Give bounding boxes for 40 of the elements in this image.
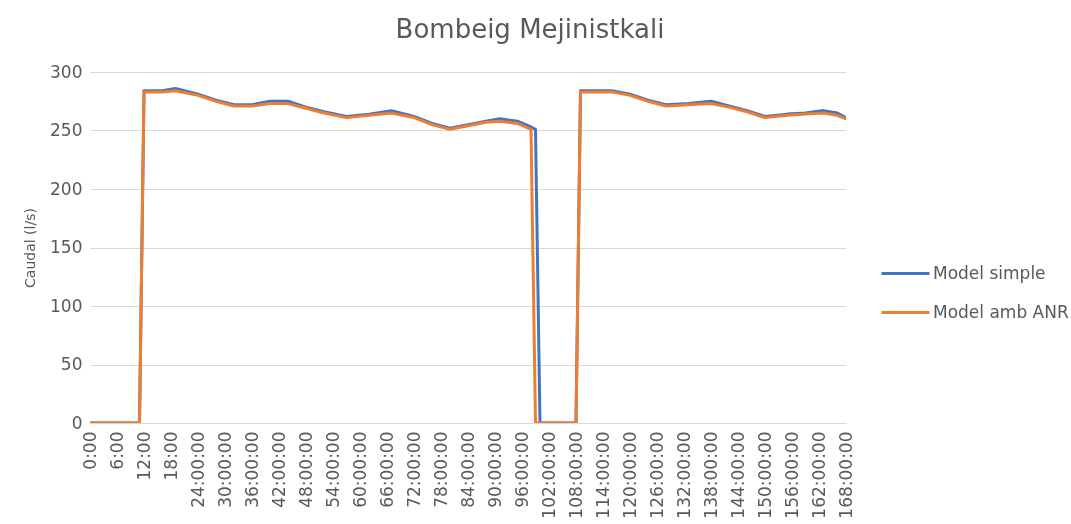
x-tick-label: 108:00:00	[565, 431, 586, 519]
x-tick-label: 12:00	[133, 431, 154, 481]
x-tick-label: 120:00:00	[619, 431, 640, 519]
x-tick-label: 144:00:00	[727, 431, 748, 519]
x-tick-label: 150:00:00	[754, 431, 775, 519]
x-tick-label: 66:00:00	[376, 431, 397, 508]
x-tick-label: 60:00:00	[349, 431, 370, 508]
x-tick-label: 84:00:00	[457, 431, 478, 508]
legend-label: Model simple	[933, 262, 1046, 283]
x-tick-label: 42:00:00	[268, 431, 289, 508]
x-tick-label: 156:00:00	[781, 431, 802, 519]
x-tick-label: 126:00:00	[646, 431, 667, 519]
x-tick-label: 132:00:00	[673, 431, 694, 519]
x-tick-label: 36:00:00	[241, 431, 262, 508]
y-tick-label: 50	[60, 354, 83, 374]
x-tick-label: 72:00:00	[403, 431, 424, 508]
x-tick-label: 24:00:00	[187, 431, 208, 508]
legend-label: Model amb ANR	[933, 301, 1069, 322]
x-tick-label: 78:00:00	[430, 431, 451, 508]
y-tick-label: 200	[50, 178, 83, 199]
x-tick-label: 138:00:00	[700, 431, 721, 519]
x-tick-label: 168:00:00	[835, 431, 856, 519]
y-tick-label: 250	[50, 120, 83, 140]
x-tick-label: 162:00:00	[808, 431, 829, 519]
x-tick-label: 0:00	[79, 431, 100, 470]
y-tick-label: 300	[50, 61, 83, 82]
x-tick-label: 18:00	[160, 431, 181, 481]
x-tick-label: 30:00:00	[214, 431, 235, 508]
y-tick-label: 100	[50, 295, 83, 316]
x-tick-label: 48:00:00	[295, 431, 316, 508]
x-tick-label: 114:00:00	[592, 431, 613, 519]
x-tick-label: 96:00:00	[511, 431, 532, 508]
y-axis-title: Caudal (l/s)	[22, 208, 39, 288]
x-tick-label: 102:00:00	[538, 431, 559, 519]
chart-title: Bombeig Mejinistkali	[395, 14, 665, 44]
x-tick-label: 6:00	[106, 431, 127, 470]
x-tick-label: 90:00:00	[484, 431, 505, 508]
y-tick-label: 150	[50, 237, 83, 257]
x-tick-label: 54:00:00	[322, 431, 343, 508]
y-tick-label: 0	[71, 412, 83, 433]
